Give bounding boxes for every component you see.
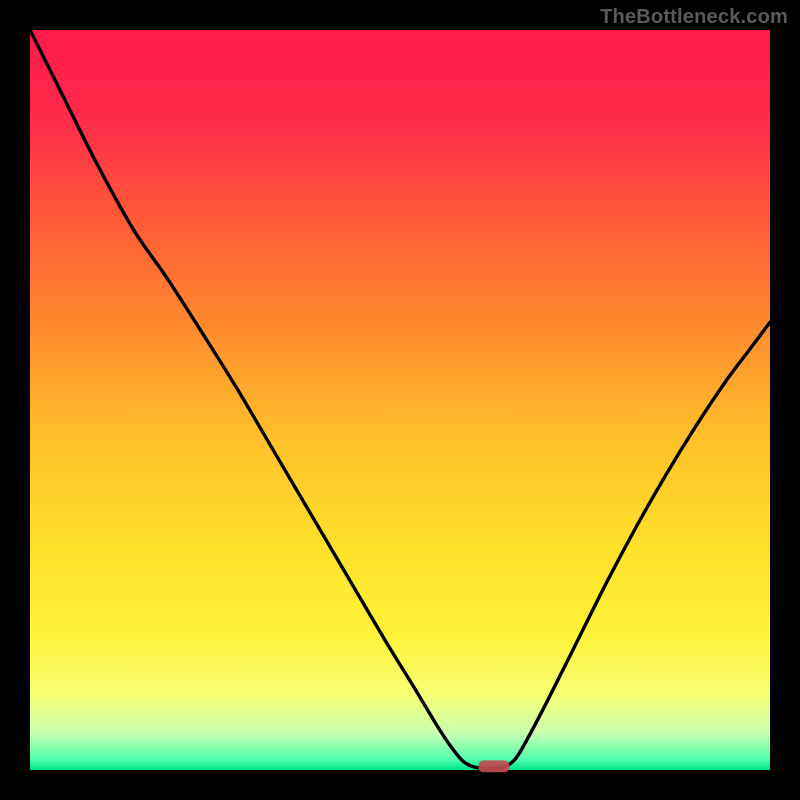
optimal-marker bbox=[478, 760, 509, 772]
plot-background bbox=[30, 30, 770, 770]
bottleneck-chart bbox=[0, 0, 800, 800]
